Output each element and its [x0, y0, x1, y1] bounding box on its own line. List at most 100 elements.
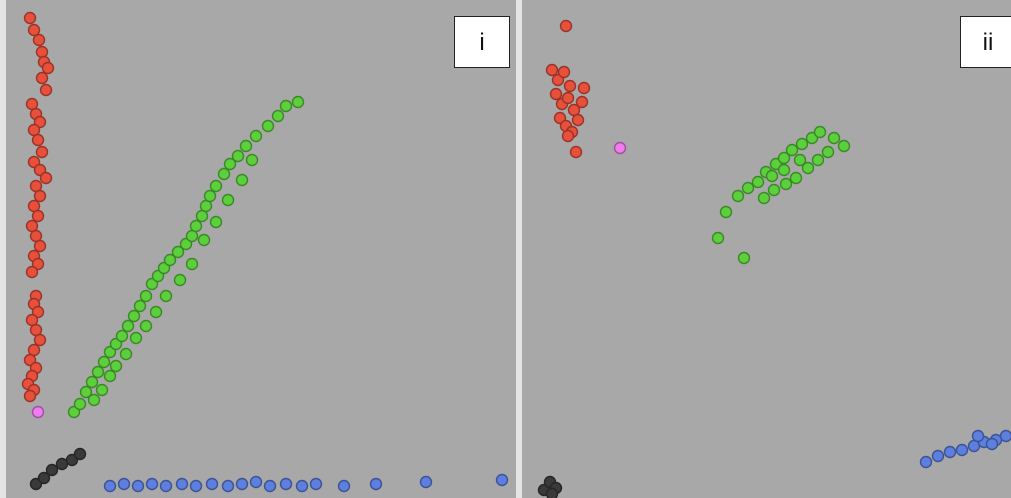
data-point: [777, 151, 791, 165]
data-point: [971, 429, 985, 443]
data-point: [827, 131, 841, 145]
data-point: [23, 11, 37, 25]
data-point: [109, 359, 123, 373]
scatter-panel-ii: ii: [522, 0, 1011, 498]
data-point: [919, 455, 933, 469]
series-3: [537, 475, 563, 498]
data-point: [231, 149, 245, 163]
data-point: [577, 81, 591, 95]
data-point: [795, 137, 809, 151]
data-point: [569, 145, 583, 159]
data-point: [559, 19, 573, 33]
data-point: [117, 477, 131, 491]
data-point: [185, 257, 199, 271]
data-point: [87, 393, 101, 407]
data-point: [145, 477, 159, 491]
scatter-panel-i: i: [6, 0, 516, 498]
scatter-plot-i: [21, 11, 509, 493]
data-point: [221, 479, 235, 493]
data-point: [103, 479, 117, 493]
data-point: [189, 219, 203, 233]
data-point: [737, 251, 751, 265]
data-point: [249, 129, 263, 143]
data-point: [203, 189, 217, 203]
data-point: [261, 119, 275, 133]
data-point: [561, 129, 575, 143]
series-1: [711, 125, 851, 265]
data-point: [245, 153, 259, 167]
data-point: [79, 385, 93, 399]
series-1: [67, 95, 305, 419]
data-point: [789, 171, 803, 185]
data-point: [133, 299, 147, 313]
data-point: [419, 475, 433, 489]
data-point: [561, 91, 575, 105]
data-point: [129, 331, 143, 345]
series-2: [919, 429, 1011, 469]
data-point: [279, 99, 293, 113]
data-point: [751, 175, 765, 189]
data-point: [291, 95, 305, 109]
data-point: [41, 61, 55, 75]
data-point: [369, 477, 383, 491]
data-point: [197, 233, 211, 247]
data-point: [35, 71, 49, 85]
data-point: [785, 143, 799, 157]
data-point: [131, 479, 145, 493]
data-point: [821, 145, 835, 159]
data-point: [37, 471, 51, 485]
data-point: [119, 347, 133, 361]
data-point: [767, 183, 781, 197]
data-point: [209, 179, 223, 193]
series-2: [103, 473, 509, 493]
data-point: [235, 173, 249, 187]
data-point: [32, 33, 46, 47]
data-point: [31, 405, 45, 419]
data-point: [249, 475, 263, 489]
data-point: [45, 463, 59, 477]
data-point: [985, 437, 999, 451]
data-point: [139, 319, 153, 333]
data-point: [557, 65, 571, 79]
data-point: [741, 181, 755, 195]
data-point: [23, 389, 37, 403]
data-point: [779, 177, 793, 191]
data-point: [801, 161, 815, 175]
series-0: [21, 11, 55, 403]
data-point: [73, 397, 87, 411]
series-4: [613, 141, 627, 155]
data-point: [35, 145, 49, 159]
data-point: [545, 487, 559, 498]
data-point: [31, 133, 45, 147]
data-point: [777, 163, 791, 177]
series-4: [31, 405, 45, 419]
data-point: [33, 333, 47, 347]
data-point: [757, 191, 771, 205]
data-point: [613, 141, 627, 155]
data-point: [765, 169, 779, 183]
data-point: [39, 171, 53, 185]
data-point: [103, 369, 117, 383]
data-point: [121, 319, 135, 333]
panel-label-i: i: [454, 16, 510, 68]
data-point: [563, 79, 577, 93]
data-point: [235, 477, 249, 491]
data-point: [25, 265, 39, 279]
data-point: [139, 289, 153, 303]
data-point: [159, 289, 173, 303]
series-0: [545, 19, 591, 159]
data-point: [33, 189, 47, 203]
data-point: [33, 239, 47, 253]
data-point: [793, 153, 807, 167]
data-point: [223, 157, 237, 171]
data-point: [97, 355, 111, 369]
data-point: [999, 429, 1011, 443]
data-point: [91, 365, 105, 379]
data-point: [549, 87, 563, 101]
data-point: [173, 273, 187, 287]
data-point: [39, 83, 53, 97]
data-point: [495, 473, 509, 487]
data-point: [943, 445, 957, 459]
panel-label-ii: ii: [960, 16, 1011, 68]
data-point: [163, 253, 177, 267]
